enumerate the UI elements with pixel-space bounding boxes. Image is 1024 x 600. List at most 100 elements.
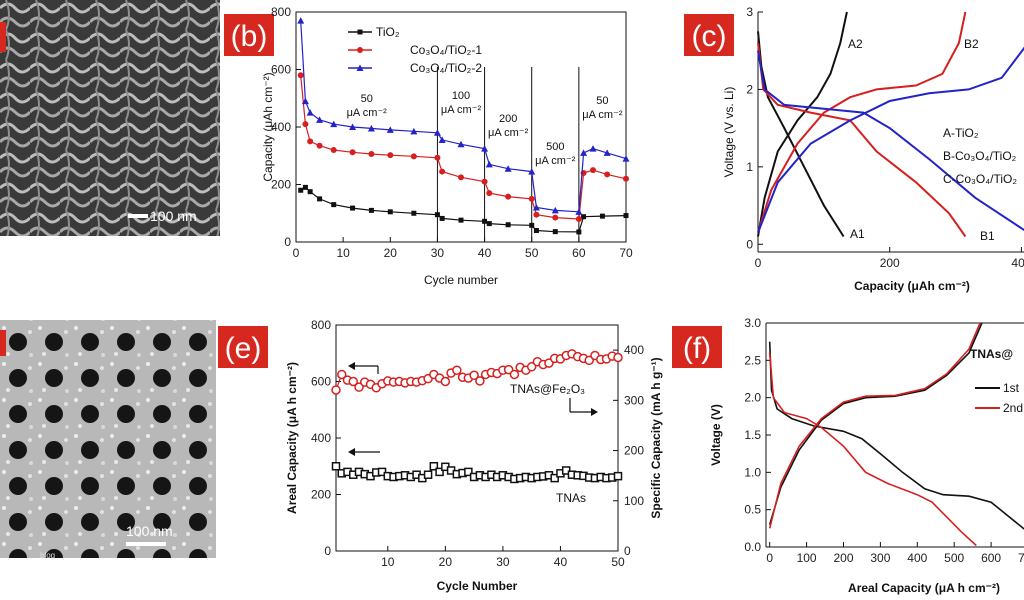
legend-marker: [356, 64, 364, 71]
legend-title: TNAs@: [970, 347, 1013, 361]
data-point: [505, 193, 512, 200]
data-point: [464, 467, 473, 477]
data-point: [458, 217, 464, 223]
axis-arrowhead: [348, 362, 355, 370]
x-tick-label: 40: [554, 555, 568, 569]
data-point: [316, 116, 324, 123]
legend-entry: A-TiO₂: [943, 126, 979, 140]
data-point: [423, 470, 433, 479]
y-tick-label: 400: [311, 431, 331, 445]
data-point: [486, 190, 493, 197]
data-point: [298, 187, 304, 193]
y-tick-label: 800: [271, 5, 291, 19]
series-annotation: TNAs@Fe₂O₃: [510, 382, 585, 396]
data-point: [439, 168, 446, 175]
data-point: [297, 72, 304, 79]
x-axis-label: Capacity (μAh cm⁻²): [854, 279, 970, 293]
data-point: [368, 151, 375, 158]
y-right-axis-label: Specific Capacity (mA h g⁻¹): [649, 357, 663, 518]
data-point: [604, 171, 611, 178]
data-point: [434, 154, 441, 161]
data-point: [575, 208, 583, 215]
data-point: [307, 138, 314, 145]
data-point: [505, 222, 511, 228]
data-point: [337, 369, 347, 380]
series-line: [757, 50, 1024, 232]
data-point: [509, 369, 520, 380]
x-axis-label: Cycle Number: [437, 579, 518, 593]
data-point: [330, 120, 338, 128]
panel-label: (e): [225, 332, 262, 365]
data-point: [330, 147, 337, 153]
data-point: [297, 17, 305, 24]
data-point: [387, 209, 393, 215]
axis-arrowhead: [348, 448, 355, 456]
data-point: [504, 165, 512, 172]
data-point: [550, 473, 559, 483]
data-point: [411, 210, 417, 216]
y-tick-label: 2.5: [744, 353, 761, 367]
y-tick-label: 400: [271, 120, 291, 134]
legend-entry: 2nd: [1003, 401, 1023, 415]
data-point: [331, 462, 341, 471]
y-tick-label: 0: [324, 544, 331, 558]
data-point: [302, 121, 309, 128]
data-point: [613, 471, 623, 481]
legend-marker: [357, 47, 363, 53]
panel-label-box: [672, 326, 722, 368]
x-tick-label: 0: [293, 246, 300, 260]
data-point: [433, 129, 441, 136]
rate-label-value: 50: [596, 95, 608, 107]
rate-label-value: 50: [361, 93, 373, 105]
x-tick-label: 30: [431, 246, 445, 260]
rate-label-unit: μA cm⁻²: [441, 104, 482, 116]
legend-entry: Co₃O₄/TiO₂-1: [410, 43, 482, 57]
panel-label: (f): [683, 332, 711, 365]
data-point: [481, 178, 488, 185]
rate-label-unit: μA cm⁻²: [582, 109, 623, 121]
data-point: [580, 149, 588, 156]
x-tick-label: 50: [611, 555, 625, 569]
y-tick-label: 1.0: [744, 465, 761, 479]
scale-bar-label-a: 100 nm: [150, 208, 197, 224]
legend-entry: B-Co₃O₄/TiO₂: [943, 149, 1017, 163]
point-label: A2: [848, 37, 863, 51]
data-point: [581, 214, 587, 220]
series-line: [768, 322, 981, 529]
x-tick-label: 100: [797, 551, 817, 565]
panel-label-box: [224, 14, 274, 56]
scale-bar-label-d: 100 nm: [126, 523, 173, 539]
data-point: [331, 202, 337, 208]
rate-label-value: 100: [452, 90, 470, 102]
rate-label-value: 500: [546, 141, 564, 153]
data-point: [528, 195, 535, 202]
y-right-tick-label: 100: [624, 494, 644, 508]
data-point: [410, 127, 418, 135]
panel-label: (b): [231, 20, 268, 53]
y-right-tick-label: 200: [624, 444, 644, 458]
x-tick-label: 400: [1011, 256, 1024, 270]
y-tick-label: 200: [311, 488, 331, 502]
y-axis-label: Voltage (V): [709, 404, 723, 466]
data-point: [386, 126, 394, 133]
data-point: [469, 370, 479, 381]
x-tick-label: 400: [907, 551, 927, 565]
data-point: [438, 136, 446, 143]
data-point: [349, 123, 357, 130]
y-axis-label: Capacity (μAh cm⁻²): [261, 72, 275, 181]
series-line: [768, 322, 983, 525]
panel-label-box: [218, 326, 268, 368]
data-point: [533, 211, 540, 218]
x-tick-label: 50: [525, 246, 539, 260]
x-tick-label: 300: [870, 551, 890, 565]
data-point: [354, 382, 364, 392]
data-point: [482, 218, 488, 224]
series-line: [757, 46, 1024, 233]
data-point: [552, 214, 559, 221]
point-label: B2: [964, 37, 979, 51]
x-axis-label: Cycle number: [424, 273, 498, 287]
data-point: [526, 362, 537, 372]
y-right-tick-label: 300: [624, 393, 644, 407]
data-point: [529, 222, 535, 228]
